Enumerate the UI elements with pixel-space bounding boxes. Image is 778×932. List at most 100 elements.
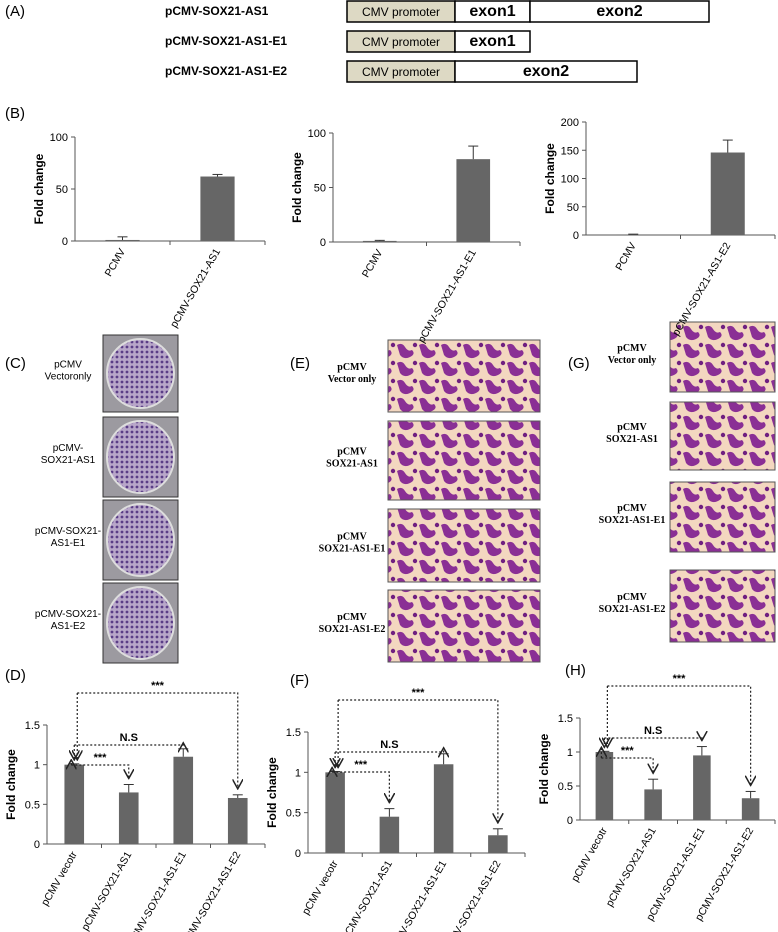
significance-bracket xyxy=(601,757,653,773)
construct-part-label: CMV promoter xyxy=(362,65,440,79)
image-label-line: SOX21-AS1-E2 xyxy=(599,604,666,615)
construct-part-label: CMV promoter xyxy=(362,35,440,49)
y-tick-label: 0.5 xyxy=(558,781,573,793)
significance-bracket xyxy=(71,764,129,779)
image-label: pCMV Vector only xyxy=(608,343,657,366)
construct-part-label: CMV promoter xyxy=(362,5,440,19)
y-tick-label: 1 xyxy=(34,760,40,772)
x-tick-label: pCMV-SOX21-AS1-E1 xyxy=(386,858,449,932)
y-tick-label: 1.5 xyxy=(286,727,301,739)
construct-part xyxy=(454,30,531,53)
microscopy-image xyxy=(669,481,776,553)
significance-bracket xyxy=(604,738,702,741)
y-tick-label: 0 xyxy=(62,236,68,248)
y-tick-label: 0 xyxy=(567,815,573,827)
microscopy-image xyxy=(387,420,541,501)
y-tick-label: 0 xyxy=(295,848,301,860)
bar xyxy=(379,816,400,853)
x-tick-label: pCMV-SOX21-AS1-E2 xyxy=(180,849,243,932)
bar xyxy=(710,152,745,235)
image-label-line: AS1-E1 xyxy=(51,538,86,549)
image-label: pCMV Vectoronly xyxy=(45,360,92,383)
significance-bracket xyxy=(338,699,498,823)
significance-bracket xyxy=(332,771,389,803)
y-tick-label: 50 xyxy=(56,184,68,196)
image-label-line: SOX21-AS1-E2 xyxy=(319,624,386,635)
panel-label: (G) xyxy=(568,355,590,372)
image-label: pCMV SOX21-AS1 xyxy=(326,447,378,470)
x-tick-label: pCMV vecotr xyxy=(39,849,80,908)
y-tick-label: 100 xyxy=(308,128,326,140)
image-label-line: SOX21-AS1 xyxy=(326,459,378,470)
x-tick-label: pCMV-SOX21-AS1 xyxy=(604,825,659,908)
y-tick-label: 1.5 xyxy=(558,713,573,725)
panel-label: (D) xyxy=(5,667,26,684)
bar xyxy=(456,159,491,242)
microscopy-image xyxy=(669,401,776,471)
construct-part-label: exon2 xyxy=(596,3,642,20)
y-axis-label: Fold change xyxy=(32,153,46,224)
x-tick-label: pCMV-SOX21-AS1 xyxy=(79,849,134,932)
x-tick-label: pCMV-SOX21-AS1-E2 xyxy=(440,858,503,932)
microscopy-image xyxy=(669,569,776,643)
image-label: pCMV-SOX21-AS1-E1 xyxy=(35,526,101,549)
x-tick-label: pCMV vecotr xyxy=(300,858,341,917)
image-label-line: pCMV-SOX21- xyxy=(35,526,101,537)
significance-label: *** xyxy=(673,673,687,685)
image-label-line: Vector only xyxy=(328,374,377,385)
significance-bracket xyxy=(607,685,750,785)
y-tick-label: 0 xyxy=(573,230,579,242)
significance-label: N.S xyxy=(380,739,398,751)
y-tick-label: 1 xyxy=(567,747,573,759)
image-label: pCMV Vector only xyxy=(328,362,377,385)
bar xyxy=(227,797,248,844)
x-tick-label: pCMV vecotr xyxy=(569,825,610,884)
significance-bracket xyxy=(74,743,183,745)
microscopy-image xyxy=(387,589,541,663)
dish xyxy=(106,420,175,494)
dish xyxy=(106,338,175,409)
significance-label: *** xyxy=(354,759,368,771)
image-label: pCMV-SOX21-AS1-E2 xyxy=(35,609,101,632)
significance-label: N.S xyxy=(644,725,662,737)
panel-label: (A) xyxy=(5,3,25,20)
bar xyxy=(64,764,85,844)
image-label: pCMV SOX21-AS1 xyxy=(606,422,658,445)
image-label-line: SOX21-AS1-E1 xyxy=(599,515,666,526)
y-tick-label: 150 xyxy=(561,145,579,157)
y-tick-label: 100 xyxy=(561,174,579,186)
construct-part-label: exon1 xyxy=(469,33,515,50)
y-tick-label: 1 xyxy=(295,767,301,779)
y-tick-label: 0.5 xyxy=(25,799,40,811)
dish xyxy=(106,586,175,660)
image-label-line: pCMV xyxy=(54,360,82,371)
image-label-line: pCMV xyxy=(617,422,647,433)
image-label: pCMV SOX21-AS1-E1 xyxy=(319,532,386,555)
construct-part xyxy=(529,0,710,23)
image-label: pCMV-SOX21-AS1 xyxy=(41,443,96,466)
microscopy-image xyxy=(387,508,541,583)
image-label-line: pCMV- xyxy=(53,443,84,454)
y-tick-label: 0.5 xyxy=(286,808,301,820)
significance-bracket xyxy=(335,748,444,752)
x-tick-label: pCMV-SOX21-AS1 xyxy=(168,246,223,329)
y-tick-label: 50 xyxy=(314,183,326,195)
construct-part xyxy=(454,60,638,83)
panel-label: (B) xyxy=(5,105,25,122)
panel-label: (C) xyxy=(5,355,26,372)
y-axis-label: Fold change xyxy=(4,749,18,820)
construct-part-label: exon2 xyxy=(523,63,569,80)
image-label-line: pCMV xyxy=(337,612,367,623)
microscopy-image xyxy=(387,339,541,413)
x-tick-label: pCMV-SOX21-AS1-E1 xyxy=(126,849,189,932)
image-label-line: Vector only xyxy=(608,355,657,366)
bar xyxy=(173,756,194,844)
y-tick-label: 0 xyxy=(34,839,40,851)
bar xyxy=(741,798,760,820)
x-tick-label: pCMV-SOX21-AS1 xyxy=(340,858,395,932)
x-tick-label: PCMV xyxy=(360,248,386,280)
bar xyxy=(616,234,651,235)
image-label-line: pCMV xyxy=(617,343,647,354)
image-label-line: pCMV xyxy=(337,447,367,458)
bar xyxy=(644,789,662,820)
